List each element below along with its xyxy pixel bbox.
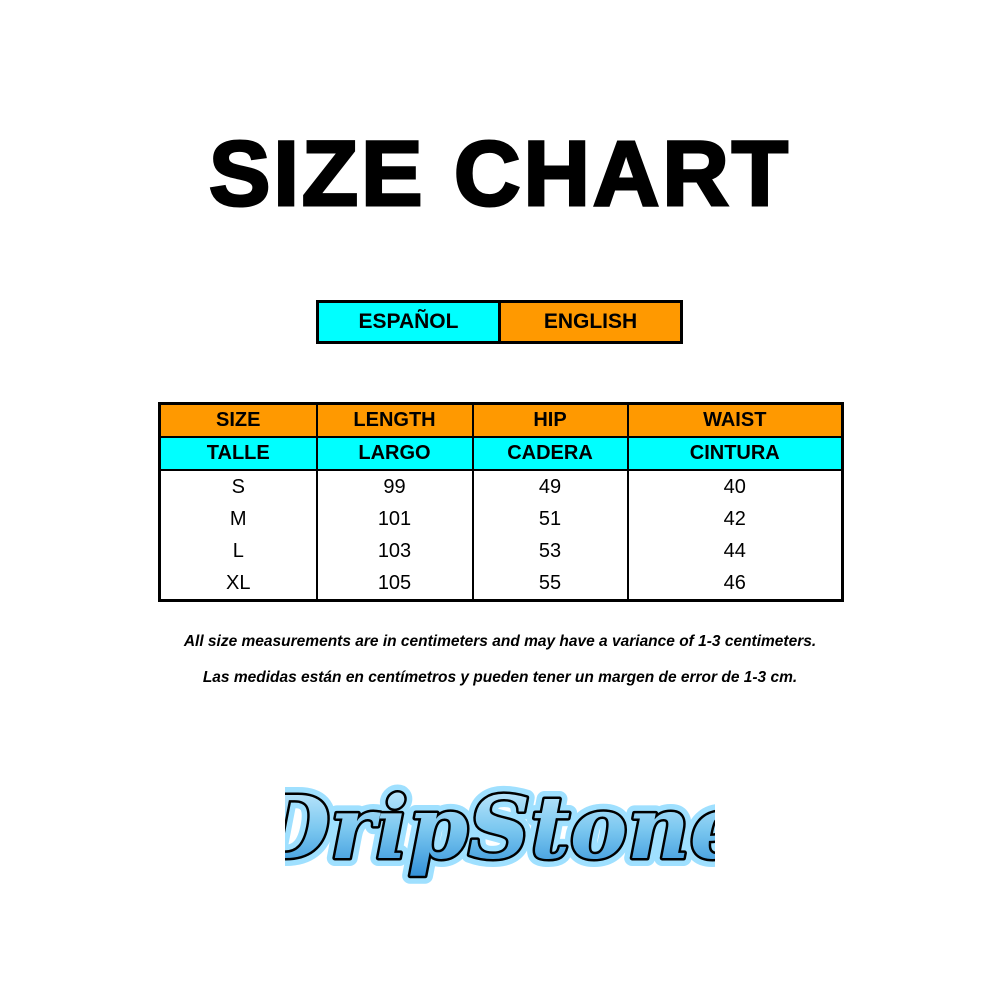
table-cell: 105 [315,567,473,601]
header-cell: TALLE [159,437,317,471]
table-row: S 99 49 40 [160,470,843,503]
header-cell: LENGTH [315,403,473,438]
dripstone-logo: DripStone DripStone [285,770,715,887]
legend-spanish: ESPAÑOL [319,303,501,341]
page-title: SIZE CHART [208,123,791,225]
header-cell: SIZE [159,403,317,438]
size-table: SIZE LENGTH HIP WAIST TALLE LARGO CADERA… [158,402,844,602]
legend-english: ENGLISH [501,303,680,341]
language-legend: ESPAÑOL ENGLISH [316,300,683,344]
logo-glow: DripStone [285,778,715,879]
header-cell: CADERA [471,437,628,471]
note-english: All size measurements are in centimeters… [183,633,817,650]
table-cell: 40 [626,470,843,503]
table-cell: 53 [471,535,628,567]
table-cell: XL [226,571,251,594]
header-row-english: SIZE LENGTH HIP WAIST [159,403,843,438]
table-cell: 44 [626,535,843,567]
table-row: M 101 51 42 [160,503,843,535]
header-cell: WAIST [626,403,843,438]
header-cell: LARGO [315,437,473,471]
logo-wordmark: DripStone [285,778,715,879]
table-cell: 51 [471,503,628,535]
header-cell: CINTURA [626,437,843,471]
table-cell: 49 [471,470,628,503]
table-cell: 99 [315,470,473,503]
header-row-spanish: TALLE LARGO CADERA CINTURA [159,437,843,471]
table-cell: 55 [471,567,628,601]
table-cell: 101 [315,503,473,535]
table-row: L 103 53 44 [160,535,843,567]
table-cell: 42 [626,503,843,535]
note-spanish: Las medidas están en centímetros y puede… [202,669,798,686]
table-row: XL 105 55 46 [160,567,843,601]
header-cell: HIP [471,403,628,438]
table-cell: S [231,475,245,498]
table-cell: 103 [315,535,473,567]
table-cell: M [229,507,247,530]
table-cell: 46 [626,567,843,601]
table-cell: L [232,539,244,562]
